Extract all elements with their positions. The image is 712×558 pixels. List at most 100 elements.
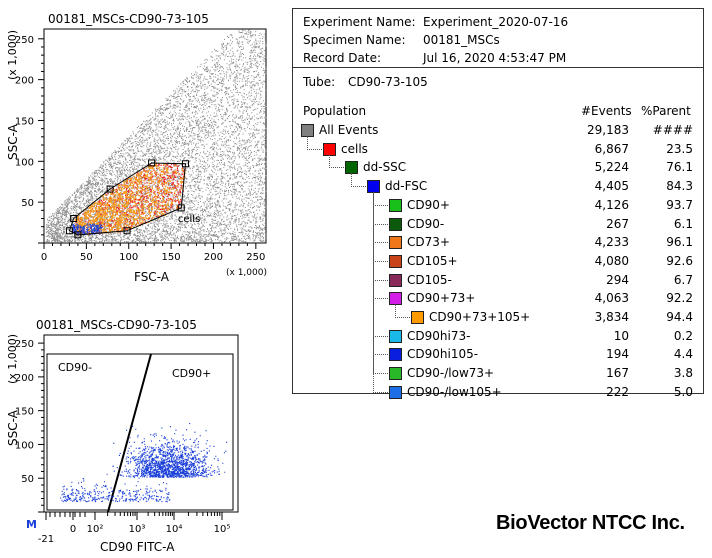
population-name: All Events: [319, 123, 379, 137]
population-name: CD105-: [407, 272, 452, 287]
plot2-y-tick-label: 50: [21, 474, 34, 485]
plot1-cells-gate: [68, 162, 187, 236]
population-row[interactable]: CD90+73+ 4,063 92.2: [293, 192, 703, 308]
population-color-swatch: [389, 236, 402, 250]
plot2-x-tick-label: 10⁵: [214, 524, 231, 535]
plot1-gate-handle: [65, 227, 73, 235]
plot2-y-tick-label: 100: [15, 440, 34, 451]
population-row[interactable]: CD90-/low73+ 167 3.8: [293, 192, 703, 383]
plot2-x-tick-label: 0: [70, 524, 76, 535]
plot1-y-tick-label: 150: [15, 116, 34, 127]
population-percent-parent: 76.1: [666, 160, 693, 175]
population-percent-parent: 3.8: [673, 366, 693, 381]
population-row[interactable]: CD90+73+105+ 3,834 94.4: [293, 304, 703, 327]
plot1-cd90-low-events: [72, 223, 103, 236]
plot2-frame: [43, 334, 239, 513]
population-percent-parent: 23.5: [666, 141, 693, 156]
population-color-swatch: [389, 385, 402, 399]
population-row[interactable]: All Events 29,183 ####: [293, 122, 703, 140]
plot1-y-tick-label: 200: [15, 76, 34, 87]
plot1-gate-handle: [148, 159, 156, 167]
experiment-field-label: Specimen Name:: [303, 33, 406, 47]
plot1-x-scale: (x 1,000): [226, 268, 267, 278]
population-row[interactable]: CD90-/low105+ 222 5.0: [293, 192, 703, 402]
plot1-x-tick-label: 0: [41, 252, 47, 263]
tree-connector: [395, 304, 412, 318]
population-percent-parent: 92.2: [666, 291, 693, 306]
population-row[interactable]: CD90hi73- 10 0.2: [293, 192, 703, 346]
population-row[interactable]: dd-SSC 5,224 76.1: [293, 154, 703, 177]
population-name: CD90hi105-: [407, 347, 479, 362]
population-event-count: 3,834: [594, 310, 629, 324]
plot1-gate-handle: [182, 160, 190, 168]
plot1-gate-handle: [74, 231, 82, 239]
plot1-gate-handle: [106, 185, 114, 193]
population-event-count: 4,233: [594, 235, 629, 250]
tree-connector: [351, 173, 368, 188]
plot2-marker-label: M: [26, 518, 37, 531]
population-color-swatch: [389, 367, 402, 381]
population-name: CD90+73+: [407, 291, 476, 306]
population-percent-parent: 92.6: [666, 253, 693, 268]
population-name: cells: [341, 141, 368, 156]
population-color-swatch: [389, 329, 402, 343]
population-percent-parent: 94.4: [666, 310, 693, 324]
plot2-x-tick-label: -21: [38, 534, 54, 545]
population-event-count: 194: [606, 347, 629, 362]
population-event-count: 222: [606, 384, 629, 399]
population-color-swatch: [411, 311, 424, 324]
population-name: dd-SSC: [363, 160, 407, 175]
plot2-x-tick-label: 10⁴: [166, 524, 183, 535]
population-event-count: 6,867: [594, 141, 629, 156]
plot1-x-tick-label: 100: [119, 252, 138, 263]
separator: [293, 67, 703, 68]
tube-value: CD90-73-105: [348, 75, 428, 89]
population-event-count: 167: [606, 366, 629, 381]
population-row[interactable]: CD90- 267 6.1: [293, 192, 703, 234]
population-event-count: 5,224: [594, 160, 629, 175]
population-name: CD90-/low73+: [407, 366, 495, 381]
experiment-field-label: Experiment Name:: [303, 15, 416, 29]
population-name: CD90hi73-: [407, 328, 471, 343]
population-event-count: 4,080: [594, 253, 629, 268]
population-row[interactable]: CD90+ 4,126 93.7: [293, 192, 703, 215]
plot2-x-axis-title: CD90 FITC-A: [100, 540, 175, 554]
plot1-x-tick-label: 50: [80, 252, 93, 263]
tree-connector: [329, 154, 346, 169]
population-hierarchy-panel: Experiment Name: Experiment_2020-07-16 Spe…: [292, 8, 704, 399]
plot2-y-tick-label: 250: [15, 339, 34, 350]
fsc-ssc-scatter-plot: cells 0 50 100 150 200 250 50 100 150 200 250: [15, 28, 267, 263]
plot2-x-tick-label: 10²: [87, 524, 104, 535]
parent-header: %Parent: [641, 104, 691, 118]
plot2-x-tick-label: 10³: [129, 524, 146, 535]
population-name: CD90-/low105+: [407, 384, 502, 399]
plot1-gate-handle: [177, 204, 185, 212]
population-row[interactable]: CD105+ 4,080 92.6: [293, 192, 703, 271]
population-row[interactable]: CD105- 294 6.7: [293, 192, 703, 290]
plot2-y-scale: (x 1,000): [6, 333, 19, 384]
plot1-y-tick-label: 50: [21, 198, 34, 209]
experiment-field-value: Jul 16, 2020 4:53:47 PM: [423, 51, 567, 65]
experiment-field-label: Record Date:: [303, 51, 381, 65]
tube-label: Tube:: [303, 75, 336, 89]
population-event-count: 29,183: [587, 123, 629, 137]
plot1-x-tick-label: 200: [204, 252, 223, 263]
population-color-swatch: [389, 198, 402, 212]
plot1-y-tick-label: 250: [15, 35, 34, 46]
plot1-all-events: [45, 29, 267, 243]
population-row[interactable]: CD73+ 4,233 96.1: [293, 192, 703, 252]
population-percent-parent: 4.4: [673, 347, 693, 362]
population-name: CD73+: [407, 235, 450, 250]
population-row[interactable]: cells 6,867 23.5: [293, 136, 703, 159]
plot2-region-label-cd90-pos: CD90+: [172, 367, 211, 380]
population-event-count: 4,063: [594, 291, 629, 306]
plot2-y-axis-title: SSC-A: [6, 410, 20, 446]
plot1-cd90-73-105-events: [74, 163, 186, 236]
plot1-events: [45, 29, 267, 243]
population-row[interactable]: dd-FSC 4,405 84.3: [293, 173, 703, 196]
population-name: CD90+: [407, 197, 450, 212]
population-row[interactable]: CD90hi105- 194 4.4: [293, 192, 703, 364]
plot1-x-tick-label: 250: [246, 252, 265, 263]
tree-connector: [373, 192, 390, 393]
population-color-swatch: [389, 348, 402, 362]
